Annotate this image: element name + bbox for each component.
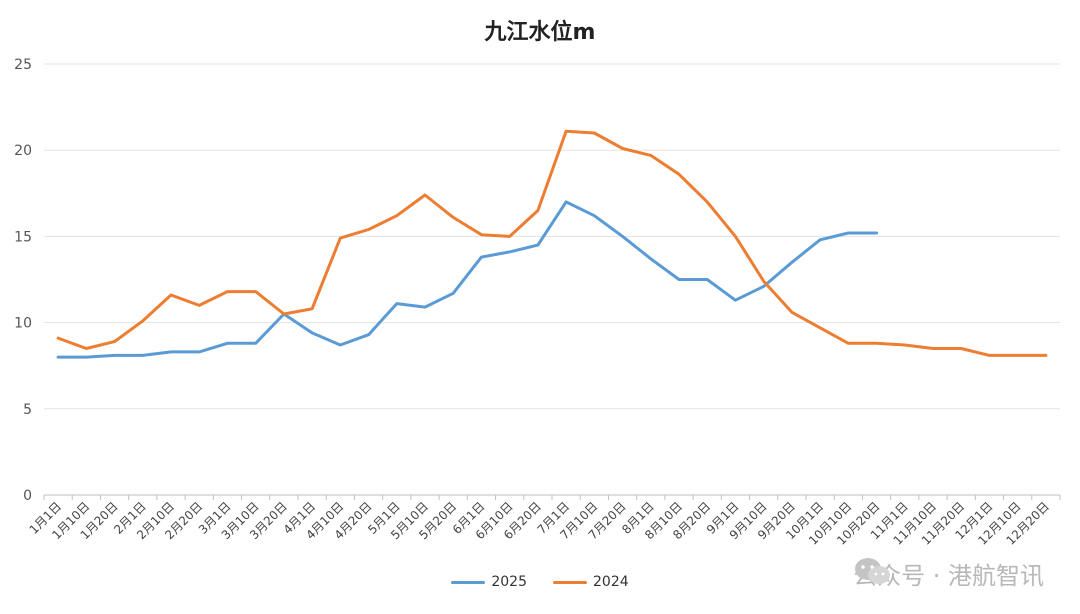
y-tick-label: 25 [14, 57, 32, 73]
watermark: 公众号 · 港航智讯 [853, 556, 1044, 591]
grid-lines [44, 63, 1060, 496]
y-axis-ticks: 0 5 10 15 20 25 [14, 57, 32, 504]
legend-item-2025: 2025 [451, 574, 527, 590]
y-tick-label: 10 [14, 316, 32, 332]
wechat-icon [855, 558, 891, 584]
legend-swatch-2024 [553, 580, 587, 584]
y-tick-label: 20 [14, 143, 32, 159]
legend-item-2024: 2024 [553, 574, 629, 590]
x-axis-ticks: 1月1日1月10日1月20日2月1日2月10日2月20日3月1日3月10日3月2… [27, 495, 1061, 548]
y-tick-label: 15 [14, 229, 32, 245]
legend-label-2024: 2024 [593, 574, 629, 590]
legend: 2025 2024 [0, 574, 1080, 590]
legend-swatch-2025 [451, 580, 486, 584]
legend-label-2025: 2025 [491, 574, 527, 590]
y-tick-label: 0 [23, 488, 32, 504]
series-line-2024 [56, 129, 1048, 357]
series-lines [56, 129, 1048, 359]
chart-title: 九江水位m [484, 20, 596, 45]
y-tick-label: 5 [23, 402, 32, 418]
series-line-2025 [56, 200, 879, 359]
